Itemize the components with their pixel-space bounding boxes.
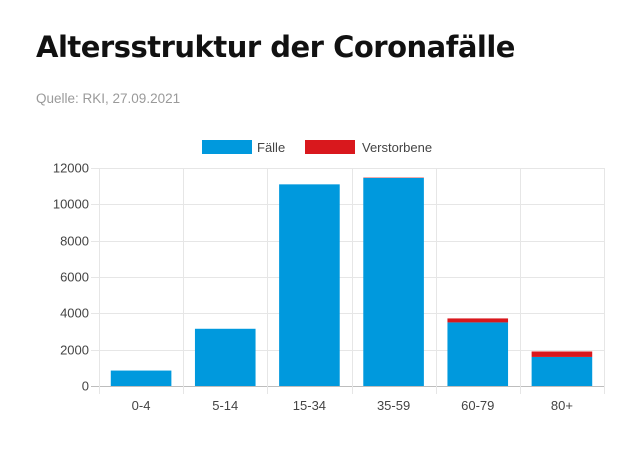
bar-faelle — [447, 322, 509, 386]
y-tick-label: 6000 — [60, 270, 89, 285]
y-tick-label: 12000 — [53, 161, 89, 176]
bar-faelle — [110, 370, 172, 386]
legend-swatch-faelle — [202, 140, 252, 154]
legend-label-verstorbene: Verstorbene — [362, 140, 432, 155]
bar-faelle — [194, 328, 256, 386]
y-tick-label: 10000 — [53, 197, 89, 212]
y-tick-label: 0 — [82, 379, 89, 394]
x-tick-label: 60-79 — [461, 398, 494, 413]
y-tick-label: 4000 — [60, 306, 89, 321]
bar-verstorbene — [447, 318, 509, 323]
x-tick-label: 5-14 — [212, 398, 238, 413]
bar-faelle — [531, 356, 593, 386]
axes: 0 2000 4000 6000 8000 10000 12000 0-4 5-14 15-34 3… — [53, 161, 573, 414]
y-tick-label: 8000 — [60, 234, 89, 249]
source-note: Quelle: RKI, 27.09.2021 — [36, 91, 181, 106]
bar-verstorbene — [531, 351, 593, 357]
bar-faelle — [363, 177, 424, 386]
x-tick-label: 35-59 — [377, 398, 410, 413]
bar-faelle — [279, 184, 340, 386]
bars — [110, 177, 593, 386]
x-tick-label: 0-4 — [132, 398, 151, 413]
x-tick-label: 15-34 — [293, 398, 326, 413]
legend-label-faelle: Fälle — [257, 140, 285, 155]
grid-lines — [91, 168, 605, 394]
chart-title: Altersstruktur der Coronafälle — [36, 30, 515, 64]
y-tick-label: 2000 — [60, 343, 89, 358]
legend: Fälle Verstorbene — [202, 140, 432, 155]
x-tick-label: 80+ — [551, 398, 573, 413]
legend-swatch-verstorbene — [305, 140, 355, 154]
